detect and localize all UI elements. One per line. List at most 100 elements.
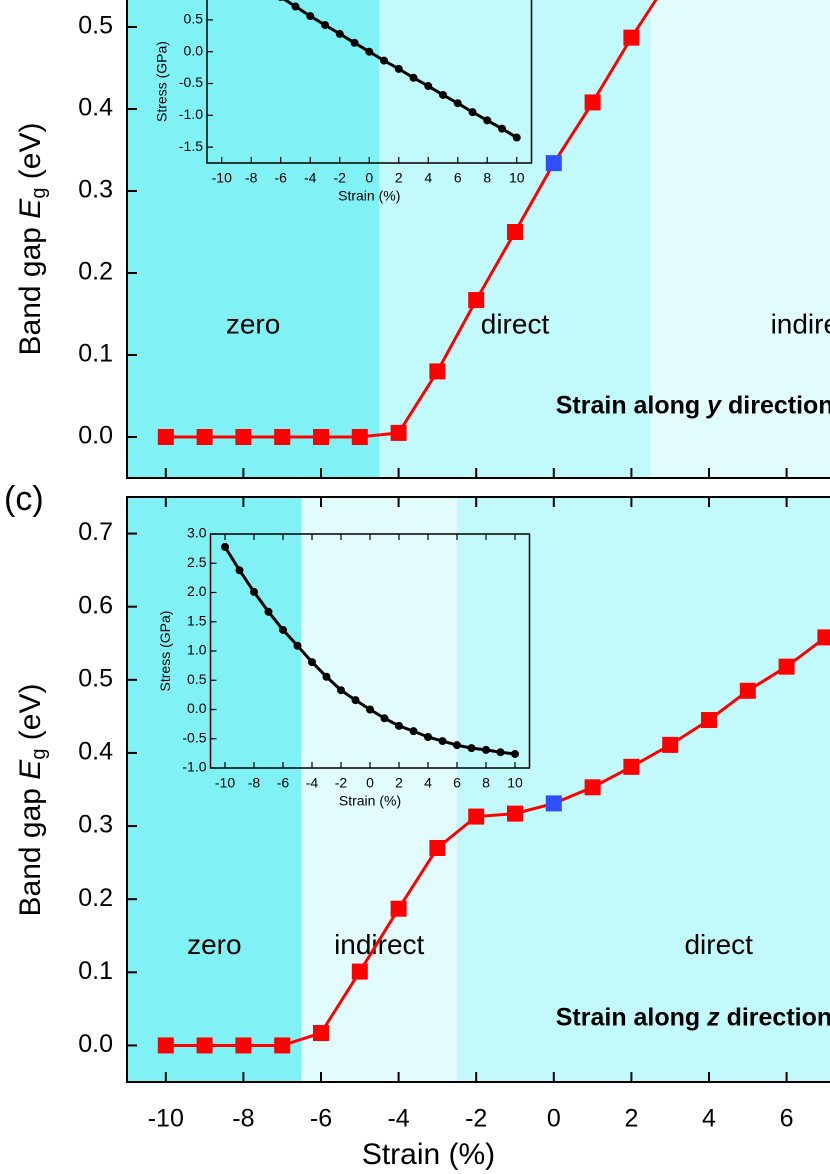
data-marker — [468, 292, 485, 309]
inset-y-tick-label: 0.0 — [187, 700, 207, 716]
data-marker — [817, 629, 830, 646]
region-label: zero — [187, 929, 241, 960]
region-label: direct — [481, 309, 550, 340]
annotation-part: y — [705, 391, 722, 419]
inset-marker — [498, 124, 506, 133]
y-axis-label-part: E — [14, 198, 47, 219]
inset-x-tick-label: 2 — [395, 170, 403, 186]
data-marker — [507, 224, 523, 240]
region-label: zero — [226, 309, 280, 340]
inset-marker — [409, 727, 418, 736]
inset-x-tick-label: 10 — [509, 170, 525, 186]
y-axis-label-part: E — [14, 759, 47, 780]
inset-y-tick-label: 2.5 — [187, 554, 207, 570]
inset-marker — [380, 714, 389, 723]
inset-y-axis-label: Stress (GPa) — [157, 611, 173, 692]
data-marker — [157, 1037, 174, 1054]
annotation: Strain along y direction — [556, 391, 830, 419]
inset-marker — [453, 99, 462, 108]
inset-marker — [335, 29, 344, 38]
inset-marker — [351, 696, 360, 705]
x-tick-label: 0 — [547, 1105, 561, 1133]
x-tick-label: -2 — [465, 1105, 487, 1133]
x-tick-label: -10 — [148, 1105, 184, 1133]
data-marker — [507, 805, 523, 822]
data-marker — [778, 658, 795, 675]
inset-marker — [366, 705, 374, 714]
inset-x-tick-label: 10 — [507, 775, 523, 791]
inset-x-tick-label: -8 — [245, 170, 258, 186]
data-marker — [274, 1037, 291, 1054]
inset-x-tick-label: -4 — [304, 170, 317, 186]
data-marker — [739, 682, 756, 699]
inset-marker — [235, 566, 244, 575]
inset-marker — [278, 0, 284, 2]
data-marker — [351, 963, 368, 980]
inset-y-tick-label: -1.0 — [179, 106, 203, 122]
inset-marker — [409, 73, 418, 82]
region — [301, 497, 457, 1082]
inset-y-tick-label: -0.5 — [182, 729, 206, 745]
data-marker — [545, 795, 562, 812]
x-tick-label: -6 — [310, 1105, 332, 1133]
y-tick-label: 0.3 — [78, 176, 113, 204]
region — [127, 497, 302, 1082]
inset-marker — [438, 737, 447, 746]
y-axis-label-part: Band gap — [14, 219, 47, 356]
inset-y-tick-label: 1.5 — [187, 612, 207, 628]
x-axis-label: Strain (%) — [362, 1138, 495, 1171]
y-axis-label: Band gap Eg (eV) — [14, 123, 50, 356]
panel: zero direct indirect Strain along y directi… — [14, 0, 830, 479]
inset-marker — [467, 744, 476, 753]
y-axis-label-part: Band gap — [14, 780, 47, 917]
inset-y-axis-label: Stress (GPa) — [154, 41, 170, 122]
annotation-part: direction — [720, 1003, 830, 1031]
region-label: indirect — [334, 929, 424, 960]
annotation-part: direction — [721, 391, 830, 419]
region-label: direct — [684, 929, 753, 960]
inset-marker — [350, 38, 359, 47]
inset-marker — [337, 686, 345, 695]
y-tick-label: 0.6 — [78, 591, 113, 619]
inset-marker — [483, 116, 492, 125]
inset-x-axis-label: Strain (%) — [339, 793, 401, 809]
y-axis-label-part: g — [28, 188, 50, 199]
region — [127, 0, 380, 478]
inset-marker — [424, 82, 433, 91]
y-tick-label: 0.0 — [78, 1030, 113, 1058]
inset-x-tick-label: 4 — [424, 170, 432, 186]
inset-marker — [279, 625, 287, 634]
y-tick-label: 0.2 — [78, 258, 113, 286]
x-tick-label: 4 — [702, 1105, 716, 1133]
inset-y-tick-label: -1.5 — [179, 138, 203, 154]
y-tick-label: 0.7 — [78, 518, 113, 546]
panel: zero indirect direct Strain along z directi… — [4, 480, 830, 1171]
annotation-part: Strain along — [556, 391, 707, 419]
annotation: Strain along z direction — [556, 1003, 830, 1031]
data-marker — [468, 808, 485, 825]
y-tick-label: 0.5 — [78, 664, 113, 692]
data-marker — [235, 429, 252, 445]
x-tick-label: 6 — [780, 1105, 794, 1133]
region-label: indirect — [771, 309, 830, 340]
data-marker — [313, 1025, 329, 1042]
inset-y-tick-label: -1.0 — [182, 759, 206, 775]
inset-y-tick-label: 0.0 — [184, 42, 204, 58]
inset-x-tick-label: 8 — [482, 775, 490, 791]
inset-marker — [264, 607, 273, 616]
inset-x-tick-label: 0 — [366, 775, 374, 791]
inset-x-tick-label: -2 — [334, 170, 347, 186]
inset-x-tick-label: 8 — [483, 170, 491, 186]
inset-y-tick-label: 0.5 — [184, 11, 204, 27]
inset-marker — [395, 721, 403, 730]
inset: -1.5-1.0-0.50.00.51.01.5-10-8-6-4-202468… — [154, 0, 533, 204]
data-marker — [274, 429, 291, 445]
inset-x-tick-label: -10 — [215, 775, 235, 791]
y-tick-label: 0.1 — [78, 340, 113, 368]
inset-marker — [424, 732, 432, 741]
data-marker — [545, 155, 562, 172]
inset-x-tick-label: -4 — [306, 775, 319, 791]
data-marker — [390, 424, 407, 441]
inset-marker — [322, 672, 331, 681]
data-marker — [313, 429, 329, 445]
